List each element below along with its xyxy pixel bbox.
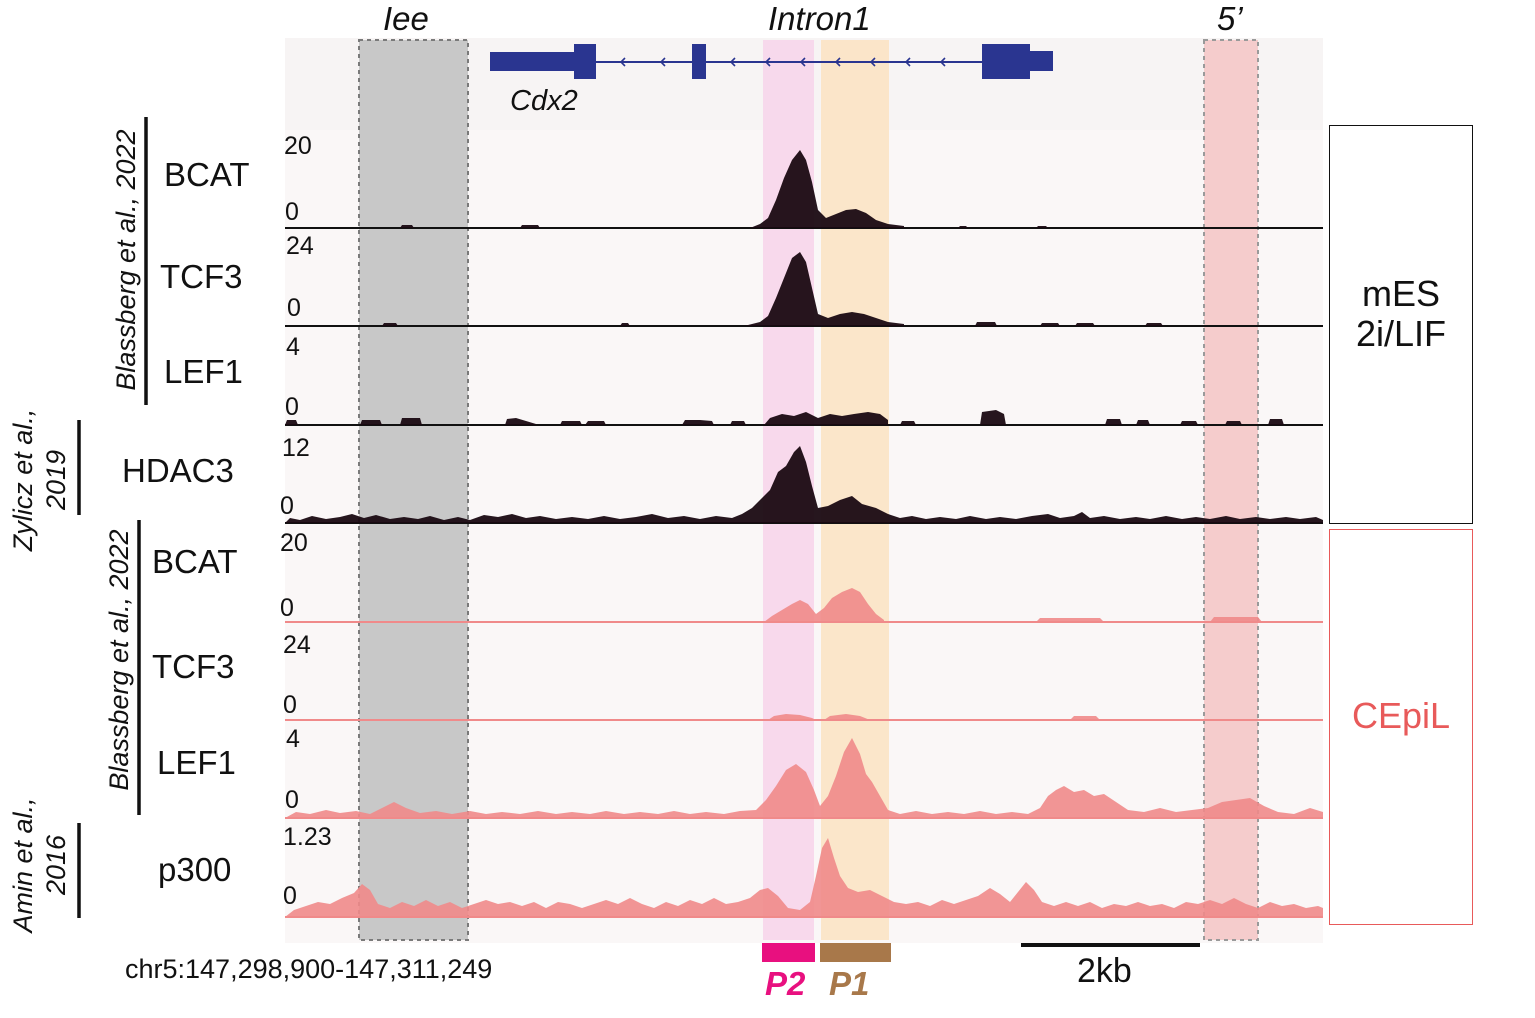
bcat-cepil-signal (764, 588, 1262, 622)
p1-peak-bar (820, 943, 891, 962)
condition-label-mes: mES 2i/LIF (1329, 274, 1473, 354)
scale-min-tcf3-mes: 0 (287, 294, 301, 322)
track-label-hdac3: HDAC3 (122, 452, 234, 489)
citation-amin: Amin et al., 2016 (7, 780, 73, 950)
citation-zylicz: Zylicz et al., 2019 (7, 395, 73, 565)
track-label-p300: p300 (158, 851, 232, 888)
citation-blassberg-cepil: Blassberg et al., 2022 (104, 529, 134, 791)
scale-min-tcf3-cepil: 0 (283, 691, 297, 719)
scale-max-lef1-cepil: 4 (286, 725, 300, 753)
tcf3-cepil-signal (768, 714, 1100, 720)
scale-max-hdac3: 12 (282, 434, 310, 462)
condition-box-cepil (1329, 529, 1473, 925)
p1-peak-label: P1 (829, 965, 870, 1002)
track-label-tcf3-mes: TCF3 (160, 258, 243, 295)
iee-region-label: Iee (383, 0, 429, 37)
p300-cepil-signal (285, 838, 1323, 917)
condition-label-cepil: CEpiL (1351, 695, 1451, 736)
scale-max-bcat-mes: 20 (284, 132, 312, 160)
track-label-lef1-mes: LEF1 (164, 353, 243, 390)
gene-name: Cdx2 (510, 85, 578, 117)
scale-min-bcat-cepil: 0 (280, 594, 294, 622)
track-label-bcat-mes: BCAT (164, 156, 250, 193)
p2-peak-label: P2 (765, 965, 806, 1002)
iee-region-highlight (358, 39, 469, 941)
hdac3-mes-signal (285, 446, 1323, 523)
condition-label-mes-line1: mES (1361, 273, 1440, 314)
lef1-cepil-signal (285, 738, 1323, 818)
scale-min-lef1-mes: 0 (285, 393, 299, 421)
p2-peak-bar (762, 943, 815, 962)
genomic-coordinates: chr5:147,298,900-147,311,249 (125, 954, 493, 984)
scale-max-tcf3-cepil: 24 (283, 631, 311, 659)
citation-blassberg-mes: Blassberg et al., 2022 (111, 129, 141, 391)
condition-label-mes-line2: 2i/LIF (1355, 313, 1447, 354)
track-label-bcat-cepil: BCAT (152, 543, 238, 580)
cdx2-gene-model (490, 44, 1053, 79)
five-prime-label: 5’ (1217, 0, 1243, 37)
scale-min-lef1-cepil: 0 (285, 786, 299, 814)
citation-zylicz-line2: 2019 (41, 449, 71, 511)
citation-amin-line1: Amin et al., (8, 797, 38, 933)
scale-max-tcf3-mes: 24 (286, 232, 314, 260)
scale-min-hdac3: 0 (280, 492, 294, 520)
track-label-tcf3-cepil: TCF3 (152, 648, 235, 685)
citation-brackets (77, 117, 148, 918)
lef1-mes-signal (285, 410, 1284, 425)
five-prime-region-highlight (1203, 39, 1259, 941)
scale-min-p300: 0 (283, 882, 297, 910)
scalebar-label: 2kb (1077, 952, 1132, 990)
tcf3-mes-signal (382, 252, 1163, 326)
track-label-lef1-cepil: LEF1 (157, 744, 236, 781)
scale-max-p300: 1.23 (283, 823, 332, 851)
citation-amin-line2: 2016 (41, 834, 71, 896)
intron1-label: Intron1 (768, 0, 871, 37)
scale-max-bcat-cepil: 20 (280, 529, 308, 557)
citation-zylicz-line1: Zylicz et al., (8, 408, 38, 552)
scale-max-lef1-mes: 4 (286, 333, 300, 361)
condition-box-mes (1329, 125, 1473, 524)
scale-min-bcat-mes: 0 (285, 198, 299, 226)
